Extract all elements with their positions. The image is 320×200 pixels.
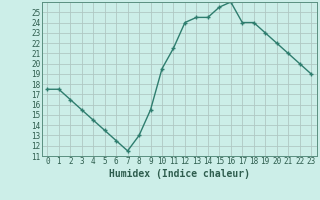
- X-axis label: Humidex (Indice chaleur): Humidex (Indice chaleur): [109, 169, 250, 179]
